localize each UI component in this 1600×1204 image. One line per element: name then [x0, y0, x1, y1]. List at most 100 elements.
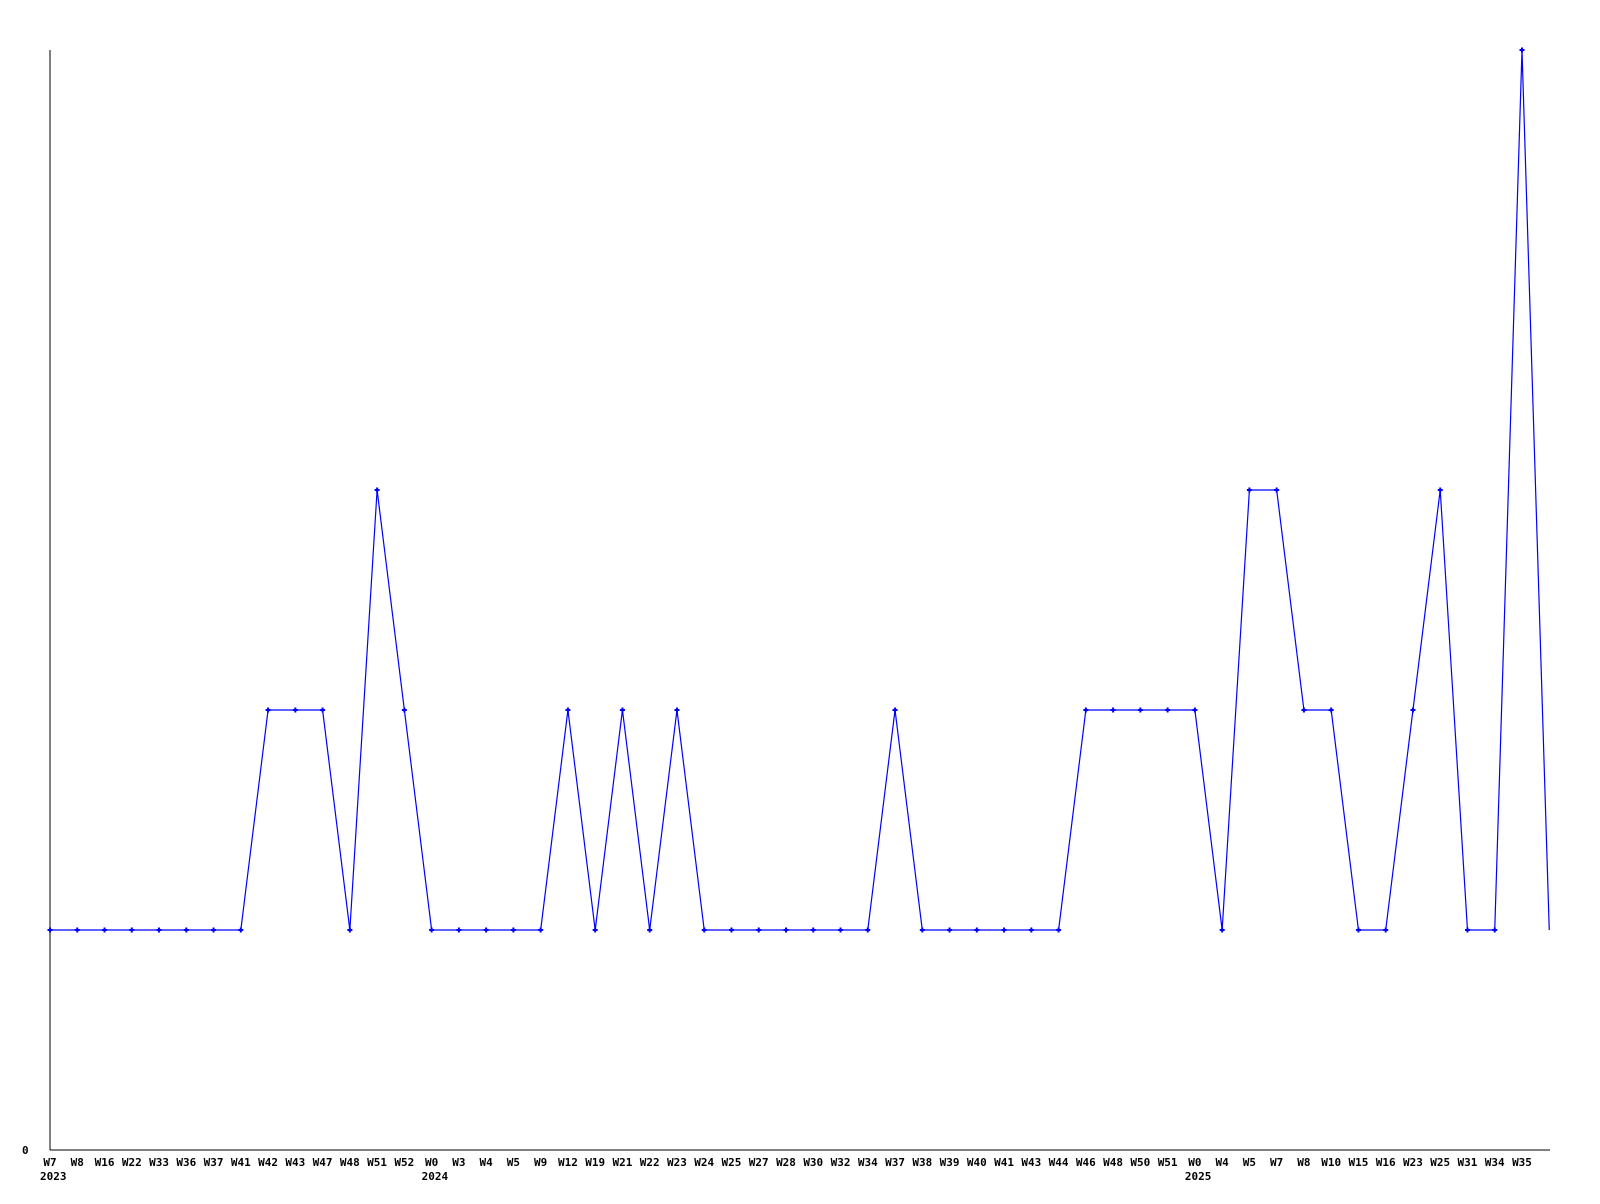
x-tick-label: W48 [340, 1156, 360, 1169]
data-point [1464, 927, 1470, 933]
x-tick-label: W33 [149, 1156, 169, 1169]
data-point [156, 927, 162, 933]
data-point [1001, 927, 1007, 933]
x-tick-label: W37 [885, 1156, 905, 1169]
x-tick-label: W38 [912, 1156, 932, 1169]
data-point [211, 927, 217, 933]
x-tick-label: W36 [176, 1156, 196, 1169]
x-tick-label: W42 [258, 1156, 278, 1169]
x-tick-label: W3 [452, 1156, 465, 1169]
data-point [401, 707, 407, 713]
x-tick-label: W7 [1270, 1156, 1283, 1169]
data-point [728, 927, 734, 933]
x-tick-label: W8 [1297, 1156, 1310, 1169]
data-point [1274, 487, 1280, 493]
x-tick-label: W5 [507, 1156, 520, 1169]
data-point [1328, 707, 1334, 713]
x-tick-label: W10 [1321, 1156, 1341, 1169]
data-point [510, 927, 516, 933]
x-tick-label: W51 [367, 1156, 387, 1169]
data-point [1083, 707, 1089, 713]
y-tick-label: 0 [22, 1144, 29, 1157]
x-tick-label: W8 [71, 1156, 84, 1169]
x-tick-label: W39 [940, 1156, 960, 1169]
data-point [701, 927, 707, 933]
x-tick-label: W22 [122, 1156, 142, 1169]
x-tick-label: W34 [858, 1156, 878, 1169]
data-point [129, 927, 135, 933]
x-tick-label: W43 [285, 1156, 305, 1169]
x-tick-label: W21 [613, 1156, 633, 1169]
data-point [483, 927, 489, 933]
data-point [1519, 47, 1525, 53]
data-point [947, 927, 953, 933]
x-tick-label: W5 [1243, 1156, 1256, 1169]
x-tick-label: W51 [1158, 1156, 1178, 1169]
data-point [647, 927, 653, 933]
data-point [1219, 927, 1225, 933]
data-point [1056, 927, 1062, 933]
data-point [1410, 707, 1416, 713]
x-tick-label: W12 [558, 1156, 578, 1169]
x-tick-label: W19 [585, 1156, 605, 1169]
data-point [238, 927, 244, 933]
x-tick-label: W9 [534, 1156, 547, 1169]
data-point [1301, 707, 1307, 713]
x-tick-label: W30 [803, 1156, 823, 1169]
x-tick-label: W35 [1512, 1156, 1532, 1169]
data-point [265, 707, 271, 713]
x-tick-label: W46 [1076, 1156, 1096, 1169]
data-point [810, 927, 816, 933]
data-point [456, 927, 462, 933]
data-point [1110, 707, 1116, 713]
x-tick-label: W27 [749, 1156, 769, 1169]
data-point [1437, 487, 1443, 493]
year-label: 2025 [1185, 1170, 1212, 1183]
data-point [592, 927, 598, 933]
data-point [1492, 927, 1498, 933]
data-point [1383, 927, 1389, 933]
data-point [756, 927, 762, 933]
data-point [292, 707, 298, 713]
data-point [892, 707, 898, 713]
data-point [674, 707, 680, 713]
x-tick-label: W4 [1216, 1156, 1230, 1169]
data-point [865, 927, 871, 933]
data-point [619, 707, 625, 713]
x-tick-label: W25 [722, 1156, 742, 1169]
data-point [1165, 707, 1171, 713]
x-tick-label: W0 [425, 1156, 438, 1169]
data-point [347, 927, 353, 933]
x-tick-label: W23 [667, 1156, 687, 1169]
data-point [374, 487, 380, 493]
data-point [974, 927, 980, 933]
x-tick-label: W22 [640, 1156, 660, 1169]
data-point [102, 927, 108, 933]
data-point [1028, 927, 1034, 933]
x-tick-label: W41 [994, 1156, 1014, 1169]
data-point [320, 707, 326, 713]
x-tick-label: W43 [1021, 1156, 1041, 1169]
x-tick-label: W44 [1049, 1156, 1069, 1169]
x-tick-label: W34 [1485, 1156, 1505, 1169]
x-tick-label: W0 [1188, 1156, 1201, 1169]
data-point [783, 927, 789, 933]
x-tick-label: W47 [313, 1156, 333, 1169]
data-point [565, 707, 571, 713]
data-point [183, 927, 189, 933]
x-tick-label: W25 [1430, 1156, 1450, 1169]
year-label: 2024 [422, 1170, 449, 1183]
x-tick-label: W41 [231, 1156, 251, 1169]
data-point [74, 927, 80, 933]
data-point [919, 927, 925, 933]
x-tick-label: W23 [1403, 1156, 1423, 1169]
x-tick-label: W48 [1103, 1156, 1123, 1169]
data-point [1137, 707, 1143, 713]
data-point [538, 927, 544, 933]
x-tick-label: W31 [1458, 1156, 1478, 1169]
x-tick-label: W50 [1130, 1156, 1150, 1169]
x-tick-label: W40 [967, 1156, 987, 1169]
x-tick-label: W32 [831, 1156, 851, 1169]
x-tick-label: W7 [43, 1156, 56, 1169]
